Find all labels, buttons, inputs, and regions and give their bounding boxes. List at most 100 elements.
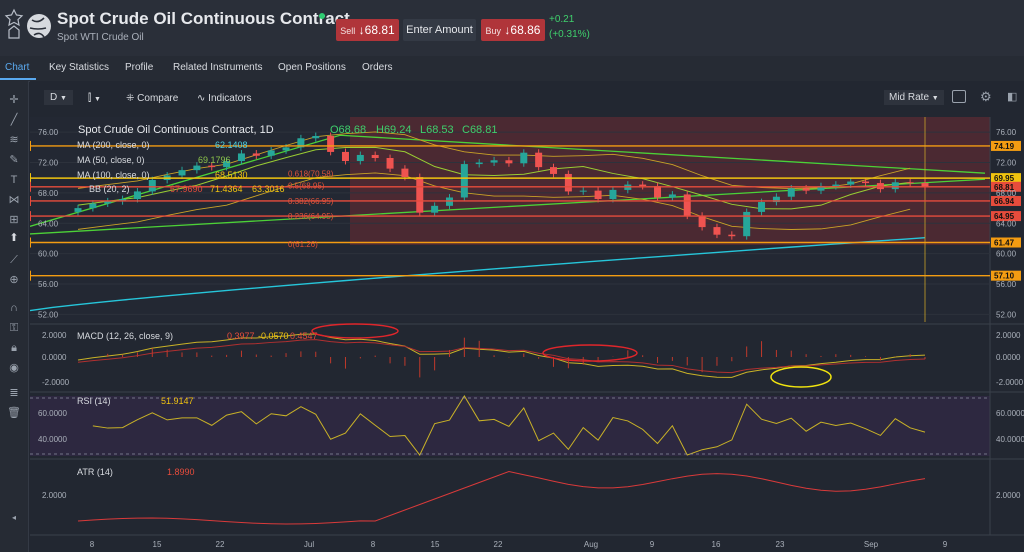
rsi-panel-bg	[30, 396, 990, 456]
annotation-circle-red-2	[542, 344, 638, 362]
chart-toolbar: D ▼ ⫿ ▼ ⁜ Compare ∿ Indicators Mid Rate …	[30, 81, 1024, 117]
level-tag-left-bg	[30, 270, 31, 281]
brush-icon[interactable]: ✎	[9, 154, 19, 166]
chart-area[interactable]: 74.1974.1969.9569.9568.8168.8166.9466.94…	[30, 117, 1024, 552]
macd-tick: 0.0000	[996, 353, 1021, 362]
legend-rsi-value: 51.9147	[161, 396, 194, 406]
price-tick: 76.00	[996, 128, 1017, 137]
level-tag-left-bg	[30, 181, 31, 192]
price-tick-left: 52.00	[38, 310, 59, 319]
legend-macd: MACD (12, 26, close, 9)	[77, 331, 173, 341]
trendline-icon[interactable]: ╱	[10, 114, 18, 126]
price-tick-left: 76.00	[38, 128, 59, 137]
pattern-icon[interactable]: ⋈	[8, 194, 20, 206]
x-tick: 15	[431, 540, 440, 549]
drawing-toolbar: ✛ ╱ ≋ ✎ T ⋈ ⊞ ⬆ ⟋ ⊕ ∩ ⚿ 🔒︎ ◉ ≣ 🗑︎ ◂	[0, 81, 29, 552]
bb-upper-line	[77, 131, 911, 189]
candle	[282, 147, 290, 151]
buy-button[interactable]: Buy ↓68.86	[481, 19, 545, 41]
candle	[609, 189, 617, 199]
x-tick: Aug	[584, 540, 598, 549]
chevron-down-icon: ▼	[93, 96, 101, 103]
candle	[579, 190, 587, 192]
lock-drawings-icon[interactable]: ⚿	[9, 322, 19, 334]
x-tick: 9	[943, 540, 948, 549]
tab-profile[interactable]: Profile	[125, 62, 154, 73]
sell-label: Sell	[340, 26, 356, 36]
candle	[713, 227, 721, 235]
tab-open-positions[interactable]: Open Positions	[278, 62, 346, 73]
zoom-icon[interactable]: ⊕	[9, 274, 19, 286]
price-tick-left: 64.00	[38, 219, 59, 228]
level-tag-right: 64.95	[994, 212, 1015, 221]
price-tick: 56.00	[996, 280, 1017, 289]
candle	[475, 162, 483, 165]
indicators-icon: ∿	[197, 93, 206, 104]
forecast-icon[interactable]: ⊞	[9, 214, 19, 226]
compare-button[interactable]: ⁜ Compare	[126, 93, 178, 104]
atr-tick-left: 2.0000	[42, 491, 67, 500]
candle	[223, 161, 231, 168]
level-tag-right-bg	[991, 173, 1021, 184]
candle	[906, 182, 914, 184]
legend-ma100-value: 68.5130	[215, 170, 248, 180]
legend-bb-v2: 71.4364	[210, 184, 243, 194]
candle	[89, 203, 97, 209]
bb-lower-line	[77, 172, 911, 230]
trash-icon[interactable]: 🗑︎	[7, 407, 21, 419]
text-icon[interactable]: T	[10, 174, 18, 186]
macd-tick: 2.0000	[996, 331, 1021, 340]
x-tick: 23	[776, 540, 785, 549]
tab-chart[interactable]: Chart	[5, 62, 30, 73]
candle	[891, 182, 899, 190]
candle	[267, 150, 275, 156]
collapse-icon[interactable]: ◂	[11, 513, 16, 522]
star-icon	[4, 8, 24, 27]
legend-high: H69.24	[376, 124, 411, 136]
sell-button[interactable]: Sell ↓68.81	[336, 19, 399, 41]
candle	[743, 211, 751, 237]
legend-macd-v2: -0.0570	[258, 331, 289, 341]
fib-icon[interactable]: ≋	[9, 134, 19, 146]
legend-macd-v3: 0.4547	[290, 331, 318, 341]
x-tick: 22	[216, 540, 225, 549]
candle	[312, 135, 320, 139]
macd-tick-left: 2.0000	[42, 331, 67, 340]
tab-related-instruments[interactable]: Related Instruments	[173, 62, 263, 73]
x-tick: 22	[494, 540, 503, 549]
enter-amount-input[interactable]: Enter Amount	[403, 19, 476, 41]
screenshot-icon[interactable]: ◧	[1007, 91, 1018, 103]
globe-icon	[27, 14, 51, 38]
visibility-icon[interactable]: ◉	[9, 362, 19, 374]
candle	[758, 202, 766, 212]
lock-icon[interactable]: 🔒︎	[11, 342, 17, 354]
level-tag-left-bg	[30, 140, 31, 151]
macd-tick-left: 0.0000	[42, 353, 67, 362]
interval-value: D	[50, 92, 58, 103]
layers-icon[interactable]: ≣	[9, 387, 19, 399]
level-tag-right-bg	[991, 140, 1021, 151]
sell-price: 68.81	[364, 23, 395, 37]
crosshair-icon[interactable]: ✛	[9, 94, 19, 106]
x-tick: 8	[90, 540, 95, 549]
candle	[133, 191, 141, 199]
price-tick-left: 72.00	[38, 159, 59, 168]
rsi-tick-left: 60.0000	[38, 409, 67, 418]
fullscreen-icon[interactable]	[952, 90, 966, 103]
candle	[237, 153, 245, 162]
tab-orders[interactable]: Orders	[362, 62, 393, 73]
interval-select[interactable]: D ▼	[44, 90, 73, 105]
tab-key-statistics[interactable]: Key Statistics	[49, 62, 110, 73]
level-tag-right: 66.94	[994, 197, 1015, 206]
level-tag-left-bg	[30, 237, 31, 248]
price-mode-select[interactable]: Mid Rate ▼	[884, 90, 944, 105]
candle	[728, 234, 736, 237]
legend-ma200: MA (200, close, 0)	[77, 140, 150, 150]
magnet-icon[interactable]: ∩	[10, 302, 18, 314]
settings-icon[interactable]: ⚙	[980, 89, 992, 104]
ruler-icon[interactable]: ⟋	[10, 254, 18, 266]
candle	[862, 181, 870, 184]
arrow-up-icon[interactable]: ⬆	[9, 232, 19, 244]
chart-type-select[interactable]: ⫿ ▼	[88, 93, 101, 104]
indicators-button[interactable]: ∿ Indicators	[197, 93, 252, 104]
